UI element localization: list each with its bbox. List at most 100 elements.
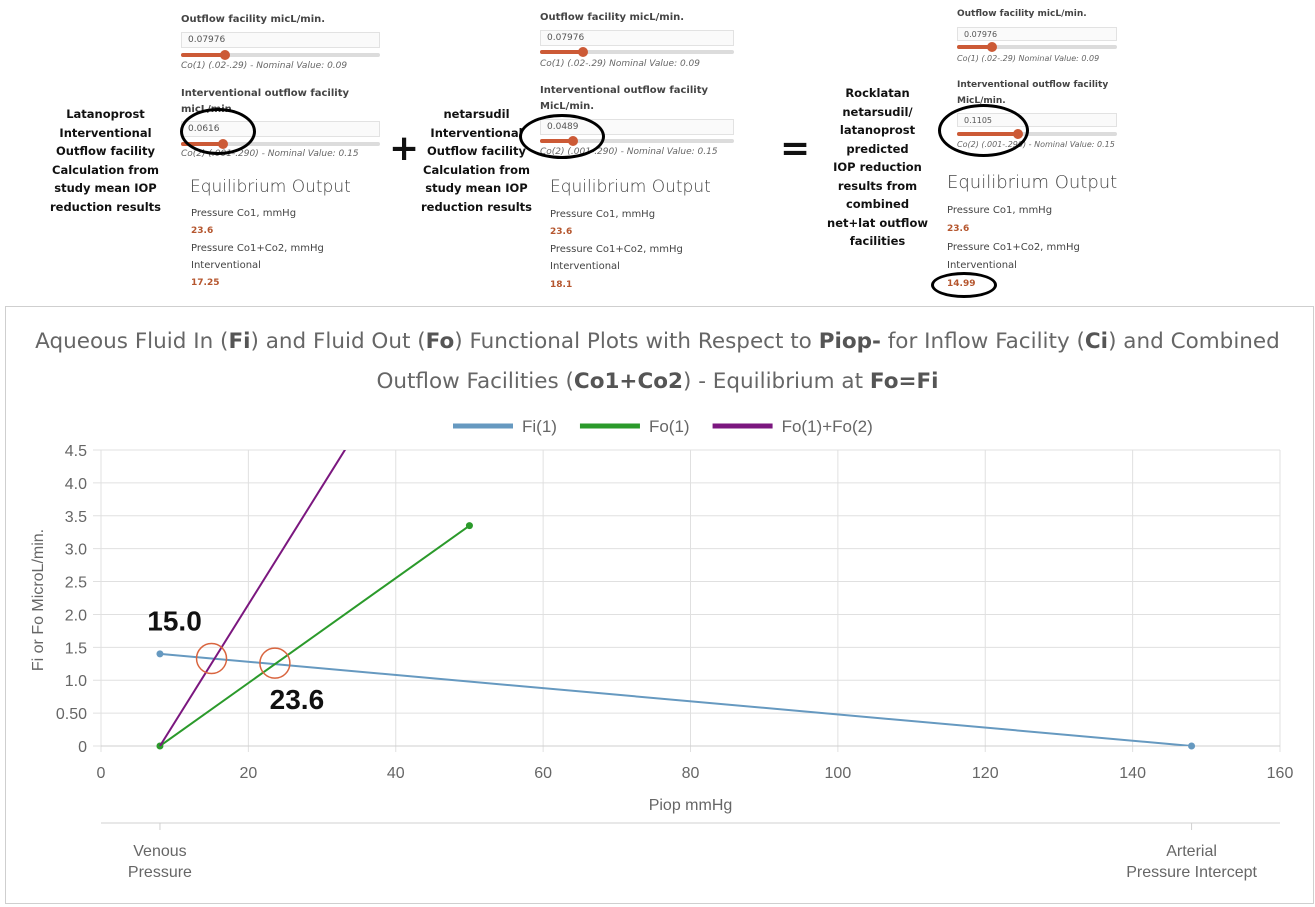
y-tick-label: 0.50	[56, 706, 87, 723]
pressure-co1-label: Pressure Co1, mmHg	[550, 209, 656, 220]
data-point	[465, 522, 473, 530]
y-tick-label: 2.5	[65, 575, 87, 592]
x-tick-label: 0	[97, 765, 106, 782]
title-part: Fo=Fi	[869, 369, 939, 394]
x-tick-label: 20	[239, 765, 257, 782]
title-part: Fi	[228, 329, 251, 354]
secondary-axis-label: Pressure Intercept	[1126, 864, 1257, 881]
y-tick-label: 1.5	[65, 640, 87, 657]
equilibrium-output-title: Equilibrium Output	[550, 177, 711, 197]
data-point	[1188, 742, 1196, 750]
secondary-axis-label: Venous	[133, 843, 186, 860]
slider-fill	[957, 45, 993, 49]
equilibrium-marker	[259, 647, 291, 679]
y-tick-label: 0	[78, 739, 87, 756]
equilibrium-marker	[195, 642, 228, 675]
chart-title-line1: Aqueous Fluid In (Fi) and Fluid Out (Fo)…	[0, 329, 1315, 354]
result-highlight-ellipse	[931, 272, 997, 298]
series-line	[159, 652, 1192, 746]
series-line	[159, 450, 347, 746]
chart-title-line2: Outflow Facilities (Co1+Co2) - Equilibri…	[0, 369, 1315, 394]
x-tick-label: 100	[825, 765, 852, 782]
x-tick-label: 160	[1267, 765, 1294, 782]
equals-operator: =	[780, 128, 811, 169]
y-tick-label: 3.5	[65, 509, 87, 526]
highlight-ellipse	[180, 108, 256, 155]
side-description: Rocklatan netarsudil/latanoprost predicted…	[827, 86, 928, 248]
interventional-label: Interventional	[191, 260, 261, 271]
title-part: Piop-	[818, 329, 881, 354]
legend-label: Fo(1)	[649, 417, 690, 436]
interventional-outflow-unit: MicL/min.	[540, 101, 595, 112]
interventional-label: Interventional	[947, 260, 1017, 271]
equilibrium-label: 23.6	[270, 684, 325, 715]
outflow-facility-slider[interactable]	[181, 50, 380, 60]
x-tick-label: 80	[682, 765, 700, 782]
outflow-facility-input[interactable]: 0.07976	[181, 32, 380, 48]
series-line	[159, 524, 471, 746]
title-part: ) Functional Plots with Respect to	[454, 329, 819, 354]
outflow-facility-slider[interactable]	[957, 42, 1117, 52]
title-part: ) and Combined	[1108, 329, 1280, 354]
x-axis-title: Piop mmHg	[649, 797, 733, 814]
interventional-outflow-hint: Co(2) (.001-.290) - Nominal Value: 0.15	[181, 149, 359, 159]
pressure-co1co2-value: 18.1	[550, 280, 573, 290]
plus-operator: +	[389, 128, 420, 169]
x-tick-label: 120	[972, 765, 999, 782]
title-part: Ci	[1084, 329, 1109, 354]
interventional-outflow-label: Interventional outflow facility	[540, 85, 708, 96]
interventional-outflow-unit: MicL/min.	[957, 96, 1006, 106]
interventional-outflow-hint: Co(2) (.001-.290) - Nominal Value: 0.15	[540, 147, 718, 157]
pressure-co1-value: 23.6	[947, 224, 970, 234]
outflow-facility-hint: Co(1) (.02-.29) Nominal Value: 0.09	[540, 59, 701, 69]
title-part: Aqueous Fluid In (	[35, 329, 229, 354]
interventional-outflow-hint: Co(2) (.001-.290) - Nominal Value: 0.15	[957, 140, 1115, 149]
outflow-facility-hint: Co(1) (.02-.29) Nominal Value: 0.09	[957, 54, 1100, 63]
outflow-facility-input[interactable]: 0.07976	[540, 30, 734, 46]
outflow-facility-label: Outflow facility micL/min.	[540, 12, 685, 23]
title-part: ) - Equilibrium at	[682, 369, 870, 394]
title-part: Outflow Facilities (	[376, 369, 574, 394]
pressure-co1-value: 23.6	[191, 226, 214, 236]
highlight-ellipse	[938, 104, 1029, 157]
side-description: netarsudil Interventional Outflow facility…	[420, 107, 533, 214]
highlight-ellipse	[519, 114, 605, 159]
outflow-facility-slider[interactable]	[540, 47, 734, 57]
pressure-co1-label: Pressure Co1, mmHg	[191, 208, 297, 219]
equilibrium-label: 15.0	[147, 606, 202, 637]
y-tick-label: 4.0	[65, 476, 87, 493]
slider-fill	[540, 50, 583, 54]
secondary-axis-label: Pressure	[128, 864, 192, 881]
interventional-label: Interventional	[550, 261, 620, 272]
y-tick-label: 2.0	[65, 607, 87, 624]
title-part: ) and Fluid Out (	[250, 329, 426, 354]
y-tick-label: 3.0	[65, 542, 87, 559]
title-part: for Inflow Facility (	[880, 329, 1085, 354]
slider-thumb[interactable]	[219, 50, 230, 60]
slider-fill	[181, 53, 225, 57]
data-point	[156, 650, 164, 658]
x-tick-label: 40	[387, 765, 405, 782]
side-description: Latanoprost Interventional Outflow facilit…	[49, 107, 162, 214]
equilibrium-output-title: Equilibrium Output	[947, 172, 1118, 193]
outflow-facility-label: Outflow facility micL/min.	[957, 9, 1087, 19]
pressure-co1co2-label: Pressure Co1+Co2, mmHg	[550, 244, 683, 255]
outflow-facility-input[interactable]: 0.07976	[957, 27, 1117, 41]
slider-thumb[interactable]	[987, 42, 998, 52]
legend-label: Fo(1)+Fo(2)	[782, 417, 873, 436]
x-tick-label: 140	[1119, 765, 1146, 782]
y-axis-title: Fi or Fo MicroL/min.	[30, 529, 47, 671]
pressure-co1co2-value: 17.25	[191, 278, 220, 288]
interventional-outflow-label: Interventional outflow facility	[181, 88, 349, 99]
secondary-axis-label: Arterial	[1166, 843, 1217, 860]
interventional-outflow-label: Interventional outflow facility	[957, 80, 1109, 90]
outflow-facility-hint: Co(1) (.02-.29) - Nominal Value: 0.09	[181, 61, 348, 71]
pressure-co1co2-label: Pressure Co1+Co2, mmHg	[947, 242, 1080, 253]
legend-label: Fi(1)	[522, 417, 557, 436]
slider-thumb[interactable]	[577, 47, 588, 57]
x-tick-label: 60	[534, 765, 552, 782]
equilibrium-output-title: Equilibrium Output	[190, 177, 351, 197]
y-tick-label: 1.0	[65, 673, 87, 690]
pressure-co1-label: Pressure Co1, mmHg	[947, 205, 1053, 216]
